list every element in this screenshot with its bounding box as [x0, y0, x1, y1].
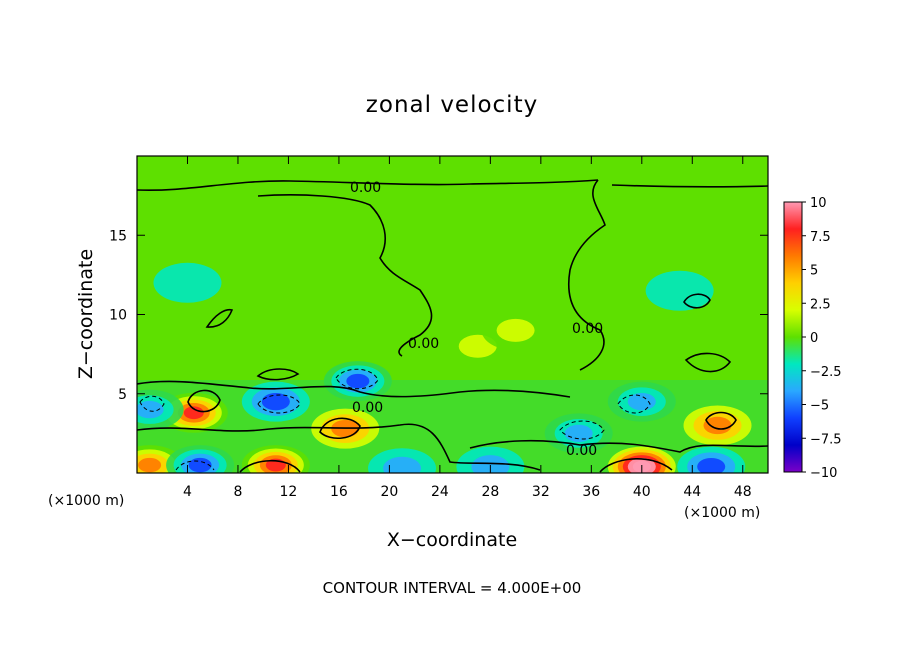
contour-line — [559, 420, 605, 440]
contour-label: 0.00 — [572, 321, 603, 337]
chart-title: zonal velocity — [366, 92, 538, 118]
x-tick-label: 28 — [481, 484, 499, 500]
x-tick-label: 8 — [233, 484, 242, 500]
y-tick-label: 10 — [109, 308, 127, 324]
y-ticks: 5 10 15 — [109, 228, 768, 403]
heatmap-cell — [496, 318, 535, 342]
colorbar-tick-label: −5 — [810, 399, 829, 414]
heatmap-cell — [627, 393, 656, 411]
x-unit-left: (×1000 m) — [48, 493, 124, 509]
contour-line — [684, 352, 732, 373]
contour-labels: 0.00 0.00 0.00 0.00 0.00 — [350, 180, 603, 459]
x-tick-label: 24 — [431, 484, 449, 500]
contour-line — [568, 179, 606, 371]
colorbar-tick-label: 10 — [810, 196, 827, 211]
contour-line — [469, 439, 768, 453]
heatmap-feature — [481, 310, 550, 351]
x-tick-label: 36 — [582, 484, 600, 500]
heatmap-cell — [153, 262, 222, 303]
contour-line — [187, 389, 221, 413]
contour-line — [683, 293, 711, 309]
heatmap-feature — [137, 445, 184, 473]
heatmap-cell — [188, 457, 212, 473]
colorbar-tick-label: −7.5 — [810, 432, 842, 447]
contour-line — [205, 308, 234, 328]
negative-contours — [139, 368, 651, 471]
x-tick-label: 44 — [683, 484, 701, 500]
y-tick-label: 15 — [109, 228, 127, 244]
heatmap-feature — [241, 445, 310, 473]
heatmap-feature — [683, 405, 752, 446]
contour-line — [257, 194, 433, 357]
heatmap-cell — [261, 393, 290, 411]
heatmap-cell — [183, 406, 204, 420]
heatmap-cell — [703, 416, 732, 435]
contour-line — [137, 423, 541, 471]
heatmap-cell — [564, 424, 593, 443]
heatmap-feature — [153, 262, 222, 303]
contour-line — [139, 395, 165, 412]
x-tick-label: 4 — [183, 484, 192, 500]
y-tick-label: 5 — [118, 387, 127, 403]
x-tick-label: 12 — [280, 484, 298, 500]
heatmap-cell — [346, 373, 370, 389]
heatmap-cell — [137, 400, 164, 419]
colorbar — [783, 201, 803, 473]
x-tick-label: 16 — [330, 484, 348, 500]
x-ticks: 4 8 12 16 20 24 28 32 36 40 44 48 — [183, 156, 752, 500]
contour-label: 0.00 — [350, 180, 381, 196]
y-axis-label: Z−coordinate — [75, 249, 97, 379]
colorbar-tick-label: 5 — [810, 264, 818, 279]
colorbar-tick-label: 0 — [810, 331, 818, 346]
heatmap-feature — [137, 389, 184, 430]
contour-label: 0.00 — [352, 400, 383, 416]
contour-lines — [137, 179, 768, 473]
x-axis-label: X−coordinate — [387, 529, 517, 551]
heatmap-cell — [645, 270, 714, 311]
contour-line — [599, 458, 673, 473]
heatmap-cell — [138, 457, 162, 473]
heatmap-cell — [697, 457, 726, 473]
contour-line — [137, 380, 571, 398]
contour-line — [256, 368, 300, 381]
x-tick-label: 32 — [532, 484, 550, 500]
contour-line — [617, 394, 651, 414]
colorbar-tick-label: −10 — [810, 466, 837, 481]
colorbar-tick-label: −2.5 — [810, 365, 842, 380]
contour-label: 0.00 — [566, 443, 597, 459]
colorbar-tick-label: 7.5 — [810, 230, 831, 245]
x-tick-label: 20 — [380, 484, 398, 500]
colorbar-ticks: 10 7.5 5 2.5 0 −2.5 −5 −7.5 −10 — [802, 196, 842, 481]
contour-interval-note: CONTOUR INTERVAL = 4.000E+00 — [323, 579, 582, 597]
contour-line — [137, 179, 599, 192]
x-tick-label: 48 — [734, 484, 752, 500]
heatmap-feature — [645, 270, 714, 311]
heatmap-feature — [677, 446, 746, 473]
heatmap-feature — [166, 445, 235, 473]
heatmap-cell — [383, 456, 422, 473]
heatmap-feature — [368, 448, 437, 473]
contour-line — [319, 417, 361, 439]
contour-line — [175, 460, 215, 471]
contour-label: 0.00 — [408, 336, 439, 352]
contour-line — [705, 411, 737, 430]
heatmap-feature — [607, 381, 676, 422]
contour-line — [611, 184, 768, 188]
x-tick-label: 40 — [633, 484, 651, 500]
x-unit-right: (×1000 m) — [684, 505, 760, 521]
colorbar-tick-label: 2.5 — [810, 297, 831, 312]
plot-area: 0.00 0.00 0.00 0.00 0.00 — [137, 156, 768, 473]
contour-line — [239, 460, 301, 473]
